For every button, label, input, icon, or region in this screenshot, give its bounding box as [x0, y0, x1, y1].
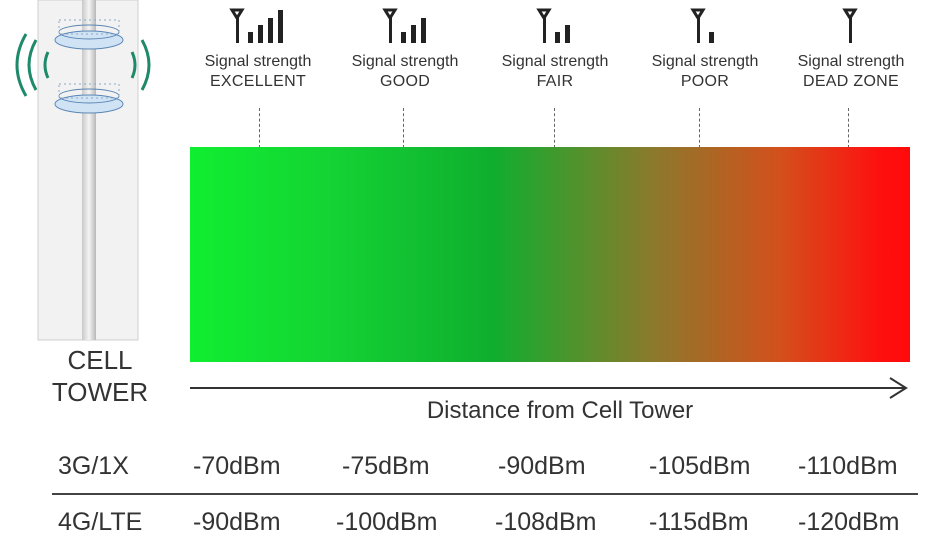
signal-excellent-icon: [229, 8, 283, 43]
dashed-marker-good: [403, 108, 404, 148]
value-poor: -105dBm: [649, 452, 751, 480]
signal-label: Signal strength: [501, 53, 609, 70]
signal-level: DEAD ZONE: [802, 73, 900, 90]
value-dead-zone: -110dBm: [798, 452, 898, 480]
value-excellent: -90dBm: [193, 508, 281, 536]
value-good: -75dBm: [342, 452, 430, 480]
signal-column-excellent: Signal strength EXCELLENT: [183, 6, 333, 93]
value-excellent: -70dBm: [193, 452, 281, 480]
signal-level: EXCELLENT: [209, 73, 307, 90]
tower-label-line2: TOWER: [51, 377, 149, 407]
value-fair: -108dBm: [495, 508, 597, 536]
tower-label-line1: CELL: [67, 345, 133, 375]
signal-level: FAIR: [536, 73, 574, 90]
signal-label: Signal strength: [204, 53, 312, 70]
signal-column-fair: Signal strength FAIR: [480, 6, 630, 93]
signal-label: Signal strength: [351, 53, 459, 70]
signal-level: GOOD: [379, 73, 431, 90]
signal-column-good: Signal strength GOOD: [330, 6, 480, 93]
signal-fair-icon: [536, 8, 570, 43]
value-fair: -90dBm: [498, 452, 586, 480]
signal-good-icon: [382, 8, 426, 43]
dashed-marker-poor: [699, 108, 700, 148]
signal-column-poor: Signal strength POOR: [630, 6, 780, 93]
dashed-marker-fair: [554, 108, 555, 148]
signal-dead-zone-icon: [842, 8, 858, 43]
row-label: 3G/1X: [58, 452, 129, 480]
signal-strength-gradient: [190, 147, 910, 362]
distance-axis-label: Distance from Cell Tower: [426, 397, 694, 424]
signal-label: Signal strength: [797, 53, 905, 70]
table-row-3g: 3G/1X -70dBm -75dBm -90dBm -105dBm -110d…: [0, 452, 934, 492]
signal-poor-icon: [690, 8, 714, 43]
value-dead-zone: -120dBm: [798, 508, 900, 536]
signal-label: Signal strength: [651, 53, 759, 70]
dashed-marker-excellent: [259, 108, 260, 148]
signal-level: POOR: [680, 73, 730, 90]
signal-column-dead-zone: Signal strength DEAD ZONE: [776, 6, 926, 93]
dashed-marker-dead-zone: [848, 108, 849, 148]
row-label: 4G/LTE: [58, 508, 143, 536]
cell-tower-illustration: [14, 0, 154, 345]
table-row-4g: 4G/LTE -90dBm -100dBm -108dBm -115dBm -1…: [0, 508, 934, 548]
value-poor: -115dBm: [649, 508, 749, 536]
distance-arrow: [190, 375, 910, 405]
table-divider: [52, 493, 918, 495]
value-good: -100dBm: [336, 508, 438, 536]
